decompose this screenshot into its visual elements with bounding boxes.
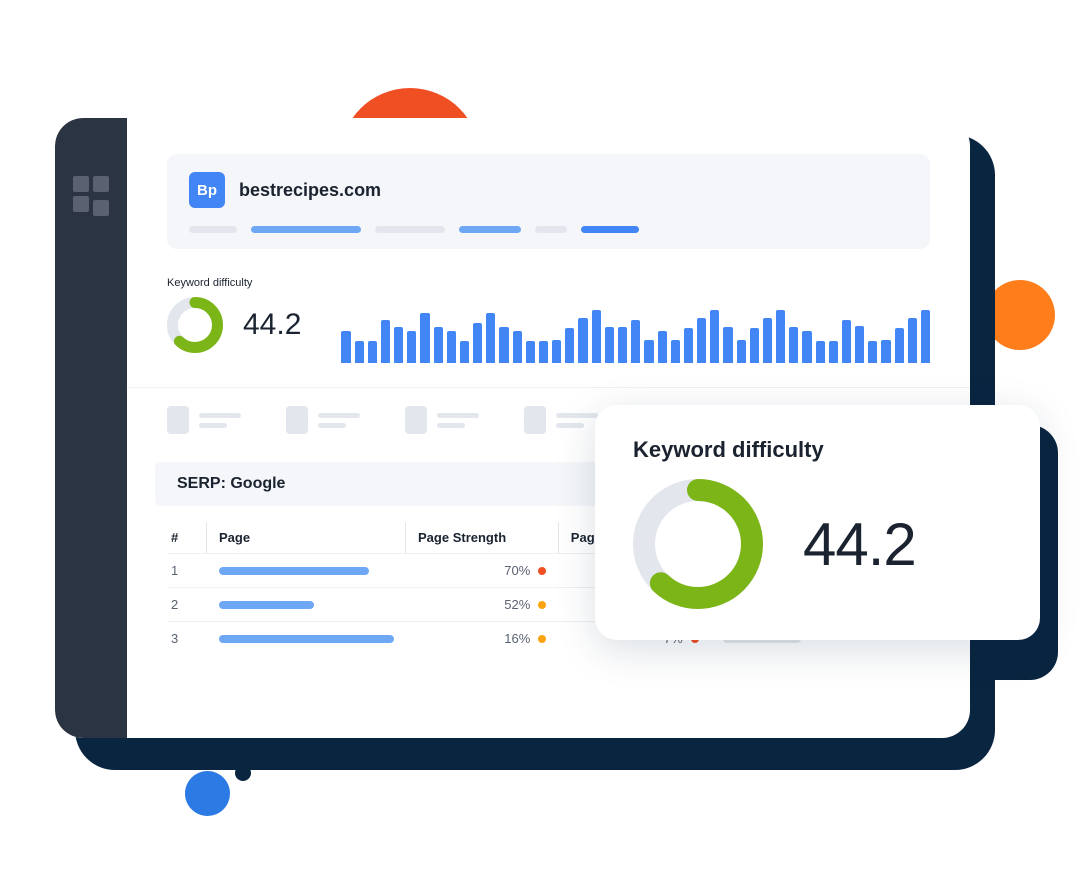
decor-circle-navy-small: [235, 765, 251, 781]
trend-sparkline: [341, 291, 930, 363]
filter-item[interactable]: [405, 406, 479, 434]
keyword-difficulty-small: Keyword difficulty 44.2: [167, 277, 301, 353]
filter-item[interactable]: [524, 406, 598, 434]
row-strength: 52%: [406, 588, 559, 622]
kd-small-donut: [167, 297, 223, 353]
divider: [127, 387, 970, 388]
row-strength: 70%: [406, 554, 559, 588]
brand-name: bestrecipes.com: [239, 180, 381, 201]
row-index: 3: [167, 622, 207, 656]
keyword-difficulty-popup: Keyword difficulty 44.2: [595, 405, 1040, 640]
kd-small-value: 44.2: [243, 308, 301, 342]
sidebar: [55, 118, 127, 738]
brand-badge: Bp: [189, 172, 225, 208]
filter-item[interactable]: [286, 406, 360, 434]
row-page-bar: [207, 554, 406, 588]
site-header-card: Bp bestrecipes.com: [167, 154, 930, 249]
filter-item[interactable]: [167, 406, 241, 434]
kd-small-label: Keyword difficulty: [167, 277, 301, 289]
col-page[interactable]: Page: [207, 522, 406, 554]
row-index: 1: [167, 554, 207, 588]
popup-title: Keyword difficulty: [633, 437, 1002, 463]
popup-value: 44.2: [803, 510, 916, 579]
row-page-bar: [207, 588, 406, 622]
col-index[interactable]: #: [167, 522, 207, 554]
decor-circle-blue: [185, 771, 230, 816]
col-page-strength[interactable]: Page Strength: [406, 522, 559, 554]
decor-circle-orange-right: [985, 280, 1055, 350]
row-index: 2: [167, 588, 207, 622]
apps-icon[interactable]: [73, 176, 109, 212]
metrics-row: Keyword difficulty 44.2: [167, 277, 930, 363]
header-tabs-placeholder: [189, 226, 908, 233]
row-page-bar: [207, 622, 406, 656]
row-strength: 16%: [406, 622, 559, 656]
kd-large-donut: [633, 479, 763, 609]
